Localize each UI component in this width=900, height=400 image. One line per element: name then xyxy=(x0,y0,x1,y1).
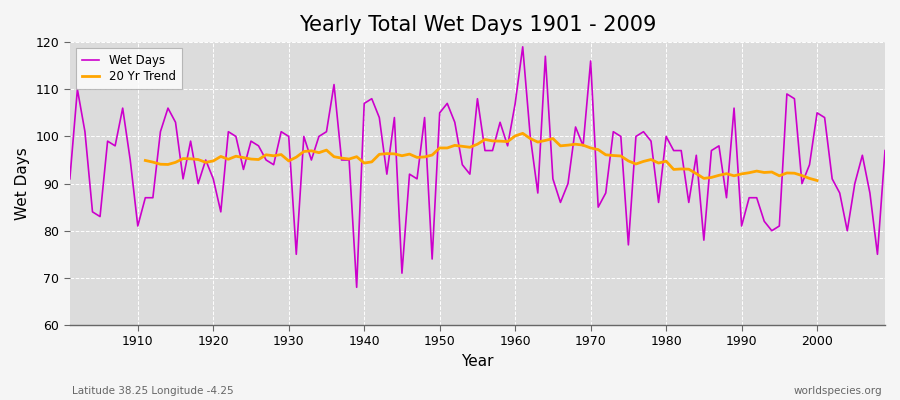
20 Yr Trend xyxy=(518,131,528,136)
20 Yr Trend xyxy=(230,154,241,159)
Wet Days xyxy=(65,176,76,181)
Wet Days xyxy=(616,134,626,139)
20 Yr Trend xyxy=(812,178,823,183)
20 Yr Trend xyxy=(140,158,150,163)
X-axis label: Year: Year xyxy=(461,354,494,369)
Wet Days xyxy=(509,101,520,106)
Line: Wet Days: Wet Days xyxy=(70,47,885,287)
Wet Days xyxy=(525,134,535,139)
Wet Days xyxy=(351,285,362,290)
Wet Days xyxy=(291,252,302,257)
20 Yr Trend xyxy=(721,171,732,176)
Wet Days xyxy=(125,158,136,162)
Text: Latitude 38.25 Longitude -4.25: Latitude 38.25 Longitude -4.25 xyxy=(72,386,234,396)
20 Yr Trend xyxy=(344,157,355,162)
20 Yr Trend xyxy=(789,171,800,176)
Wet Days xyxy=(879,148,890,153)
Text: worldspecies.org: worldspecies.org xyxy=(794,386,882,396)
20 Yr Trend xyxy=(616,154,626,158)
Y-axis label: Wet Days: Wet Days xyxy=(15,147,30,220)
Wet Days xyxy=(337,158,347,162)
Wet Days xyxy=(518,44,528,49)
Legend: Wet Days, 20 Yr Trend: Wet Days, 20 Yr Trend xyxy=(76,48,182,89)
20 Yr Trend xyxy=(706,175,716,180)
Line: 20 Yr Trend: 20 Yr Trend xyxy=(145,133,817,180)
Title: Yearly Total Wet Days 1901 - 2009: Yearly Total Wet Days 1901 - 2009 xyxy=(299,15,656,35)
